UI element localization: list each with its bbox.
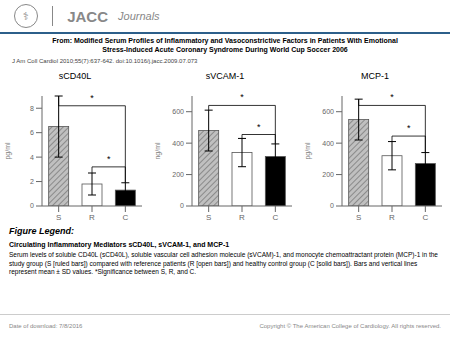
html-text:Circulating Inflammatory Media: Circulating Inflammatory Mediators sCD40… [9, 241, 230, 248]
html-text:From: Modified Serum Profiles: From: Modified Serum Profiles of Inflamm… [52, 37, 398, 44]
svg-text:pg/ml: pg/ml [304, 142, 312, 160]
html-text:Stress-Induced Acute Coronary: Stress-Induced Acute Coronary Syndrome D… [102, 46, 348, 53]
html-text:Journals: Journals [118, 10, 160, 22]
html-text:Serum levels of soluble CD40L: Serum levels of soluble CD40L (sCD40L), … [9, 251, 438, 275]
svg-text:C: C [422, 213, 428, 222]
html-text:Date of download: 7/8/2016: Date of download: 7/8/2016 [9, 323, 83, 329]
svg-text:400: 400 [322, 140, 334, 147]
html-text:Figure Legend:: Figure Legend: [9, 226, 74, 236]
svg-text:C: C [122, 213, 128, 222]
svg-text:200: 200 [322, 171, 334, 178]
svg-text:R: R [239, 213, 245, 222]
html-text:J Am Coll Cardiol 2010;55(7):6: J Am Coll Cardiol 2010;55(7):637-642. do… [12, 58, 198, 64]
svg-text:pg/ml: pg/ml [8, 142, 12, 160]
html-text:sVCAM-1: sVCAM-1 [205, 71, 245, 81]
html-text:MCP-1: MCP-1 [361, 71, 389, 81]
svg-text:*: * [90, 93, 94, 103]
svg-text:*: * [407, 123, 411, 133]
svg-text:R: R [389, 213, 395, 222]
svg-text:4: 4 [30, 154, 34, 161]
svg-text:C: C [272, 213, 278, 222]
svg-text:2: 2 [30, 178, 34, 185]
svg-text:0: 0 [180, 202, 184, 209]
html-text:JACC: JACC [67, 7, 108, 25]
svg-text:600: 600 [322, 108, 334, 115]
svg-text:6: 6 [30, 129, 34, 136]
html-text:Copyright © The American Colle: Copyright © The American College of Card… [259, 323, 441, 329]
svg-text:R: R [89, 213, 95, 222]
html-text:sCD40L: sCD40L [58, 71, 92, 81]
svg-text:S: S [56, 213, 61, 222]
svg-text:0: 0 [330, 202, 334, 209]
svg-text:8: 8 [30, 105, 34, 112]
svg-text:200: 200 [172, 171, 184, 178]
svg-text:*: * [240, 92, 244, 102]
svg-text:*: * [257, 122, 261, 132]
svg-text:0: 0 [30, 202, 34, 209]
svg-text:600: 600 [172, 108, 184, 115]
svg-text:ng/ml: ng/ml [154, 142, 162, 160]
svg-text:400: 400 [172, 140, 184, 147]
svg-text:*: * [390, 92, 394, 102]
svg-text:S: S [356, 213, 361, 222]
svg-text:*: * [107, 154, 111, 164]
svg-text:S: S [206, 213, 211, 222]
